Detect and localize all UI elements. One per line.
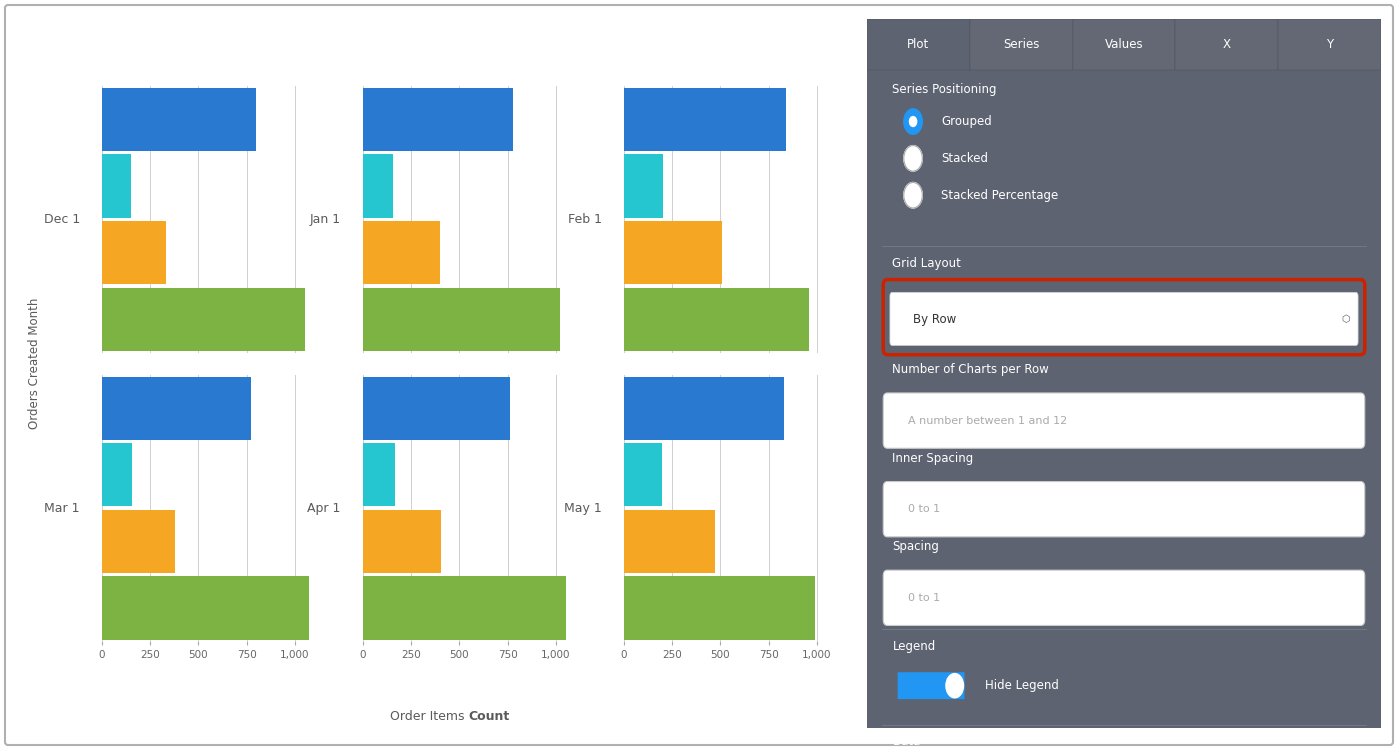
Bar [1176,19,1278,70]
Bar [102,221,166,284]
Text: Hide Legend: Hide Legend [986,680,1058,692]
Text: Series Positioning: Series Positioning [892,82,997,95]
Text: X: X [1223,38,1230,51]
Text: Spacing: Spacing [892,541,939,554]
Bar [1278,19,1381,70]
Bar [363,88,513,152]
Bar [624,221,723,284]
Bar [363,576,566,640]
FancyBboxPatch shape [884,393,1364,448]
Circle shape [903,182,923,208]
Bar [1072,19,1176,70]
Bar [363,287,559,351]
Bar [102,287,305,351]
Text: By Row: By Row [913,313,956,326]
Text: Order Items Count: Order Items Count [411,707,526,720]
Bar [624,376,784,440]
Circle shape [903,109,923,134]
Text: Mar 1: Mar 1 [45,502,80,515]
FancyBboxPatch shape [884,570,1364,626]
Text: Orders Created Month: Orders Created Month [28,298,41,430]
Text: Values: Values [1104,38,1144,51]
Bar [363,510,442,573]
Bar [102,576,309,640]
Bar [970,19,1072,70]
Text: Y: Y [1327,38,1334,51]
Text: Feb 1: Feb 1 [568,213,601,226]
Text: 0 to 1: 0 to 1 [907,504,939,515]
Bar [363,443,394,506]
Bar [363,154,393,218]
Text: Grouped: Grouped [941,115,993,128]
Text: May 1: May 1 [563,502,601,515]
Bar [624,287,809,351]
Bar [867,19,970,70]
Text: Inner Spacing: Inner Spacing [892,452,974,465]
Text: Apr 1: Apr 1 [308,502,341,515]
Bar [624,154,663,218]
FancyBboxPatch shape [884,280,1364,355]
Text: Grid Layout: Grid Layout [892,257,962,270]
Bar [867,19,1381,728]
Text: 0 to 1: 0 to 1 [907,592,939,603]
Text: Number of Charts per Row: Number of Charts per Row [892,363,1050,376]
Bar [624,510,714,573]
Bar [363,221,440,284]
Text: Stacked Percentage: Stacked Percentage [941,189,1058,202]
Text: Dec 1: Dec 1 [43,213,80,226]
Text: ⬡: ⬡ [1341,314,1349,324]
FancyBboxPatch shape [6,5,1392,745]
Bar [102,510,175,573]
Bar [624,443,661,506]
Text: Order Items: Order Items [390,710,468,723]
Bar [102,154,131,218]
Bar [102,88,256,152]
Text: Data: Data [892,735,921,748]
Text: Count: Count [468,710,510,723]
Bar [102,443,131,506]
Circle shape [946,674,963,698]
Circle shape [910,116,917,127]
Text: Plot: Plot [907,38,930,51]
Text: Legend: Legend [892,640,935,652]
Circle shape [903,146,923,171]
Text: Stacked: Stacked [941,152,988,165]
Text: Jan 1: Jan 1 [310,213,341,226]
Text: Series: Series [1002,38,1039,51]
Text: A number between 1 and 12: A number between 1 and 12 [907,416,1067,425]
FancyBboxPatch shape [898,672,965,699]
Bar [624,576,815,640]
Bar [624,88,786,152]
Bar [102,376,250,440]
FancyBboxPatch shape [891,292,1357,346]
FancyBboxPatch shape [884,482,1364,537]
Bar [363,376,510,440]
